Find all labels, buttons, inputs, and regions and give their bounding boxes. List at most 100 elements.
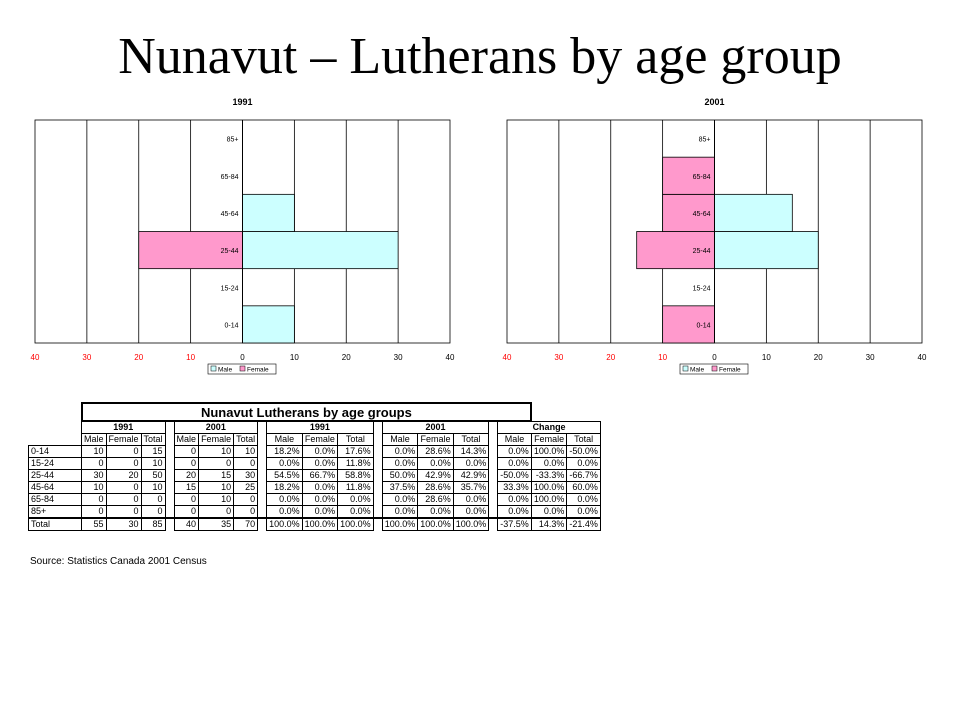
value-cell: 0	[173, 457, 200, 470]
category-label: 15-24	[693, 285, 711, 292]
value-cell: 0	[105, 481, 142, 494]
table-gap	[257, 517, 268, 531]
row-label: 85+	[28, 505, 82, 519]
table-row: 45-64 10 0 10 15 10 25 18.2% 0.0% 11.8% 37.5% 28.6%…	[28, 481, 601, 494]
value-cell: 15	[173, 481, 200, 494]
source-note: Source: Statistics Canada 2001 Census	[30, 556, 207, 567]
value-cell: 0.0%	[381, 493, 419, 506]
value-cell: -37.5%	[497, 517, 532, 531]
value-cell: -21.4%	[566, 517, 601, 531]
legend-label-male: Male	[690, 367, 704, 374]
row-label: 25-44	[28, 469, 82, 482]
value-cell: 0.0%	[381, 505, 419, 519]
value-cell: 42.9%	[452, 469, 490, 482]
value-cell: 0	[173, 493, 200, 506]
value-cell: 0	[233, 493, 259, 506]
table-gap	[257, 505, 268, 518]
column-header: Female	[417, 433, 454, 446]
table-gap	[164, 445, 175, 458]
value-cell: 0	[233, 505, 259, 519]
value-cell: 0.0%	[266, 505, 303, 519]
value-cell: 0.0%	[301, 493, 339, 506]
bar-male-0-14	[242, 305, 295, 344]
value-cell: 30	[105, 517, 142, 531]
value-cell: 0.0%	[497, 493, 532, 506]
value-cell: 0.0%	[301, 481, 339, 494]
value-cell: 0	[140, 505, 166, 519]
value-cell: 40	[173, 517, 200, 531]
value-cell: 10	[198, 481, 235, 494]
category-label: 85+	[699, 137, 711, 144]
value-cell: 0	[105, 457, 142, 470]
table-blank-cell	[29, 434, 82, 446]
table-gap	[257, 469, 268, 482]
x-tick-label: 40	[446, 353, 455, 362]
legend-label-male: Male	[218, 367, 232, 374]
bar-male-25-44	[242, 231, 399, 270]
category-label: 15-24	[221, 285, 239, 292]
legend-swatch-female	[239, 365, 246, 372]
value-cell: 100.0%	[452, 517, 490, 531]
value-cell: 20	[105, 469, 142, 482]
value-cell: 0.0%	[452, 505, 490, 519]
column-header: Male	[497, 433, 532, 446]
group-header: 2001	[173, 420, 259, 434]
value-cell: 0.0%	[497, 445, 532, 458]
table-gap	[257, 493, 268, 506]
value-cell: 0.0%	[381, 445, 419, 458]
column-header: Total	[566, 433, 601, 446]
table-gap	[164, 481, 175, 494]
value-cell: 0.0%	[566, 457, 601, 470]
value-cell: 0.0%	[301, 445, 339, 458]
value-cell: 100.0%	[337, 517, 374, 531]
value-cell: 0.0%	[452, 493, 490, 506]
category-label: 0-14	[696, 322, 710, 329]
x-tick-label: 20	[606, 353, 615, 362]
value-cell: 0	[173, 445, 200, 458]
table-gap	[372, 433, 383, 446]
bar-male-25-44	[714, 231, 819, 270]
value-cell: 100.0%	[266, 517, 303, 531]
table-gap	[488, 421, 499, 434]
table-gap	[488, 493, 499, 506]
table-title-row: Nunavut Lutherans by age groups	[29, 402, 601, 422]
value-cell: 10	[81, 445, 107, 458]
summary-table-container: Nunavut Lutherans by age groups 1991 2001 1…	[28, 402, 601, 531]
table-row: 0-14 10 0 15 0 10 10 18.2% 0.0% 17.6% 0.0% 28.6% 14.…	[28, 445, 601, 458]
table-gap	[257, 457, 268, 470]
table-gap	[372, 481, 383, 494]
x-tick-label: 10	[658, 353, 667, 362]
x-tick-label: 10	[290, 353, 299, 362]
category-label: 0-14	[224, 322, 238, 329]
bar-male-45-64	[242, 193, 295, 232]
x-tick-label: 20	[134, 353, 143, 362]
legend-label-female: Female	[719, 367, 741, 374]
value-cell: 14.3%	[530, 517, 568, 531]
value-cell: 55	[81, 517, 107, 531]
value-cell: 10	[140, 481, 166, 494]
value-cell: 100.0%	[530, 445, 568, 458]
value-cell: 11.8%	[337, 457, 374, 470]
table-column-row: Male Female Total Male Female Total Male Female…	[29, 433, 601, 446]
table-gap	[488, 517, 499, 531]
table-row: 25-44 30 20 50 20 15 30 54.5% 66.7% 58.8% 50.0% 42.…	[28, 469, 601, 482]
value-cell: 11.8%	[337, 481, 374, 494]
table-gap	[164, 493, 175, 506]
table-row: 65-84 0 0 0 0 10 0 0.0% 0.0% 0.0% 0.0% 28.6% 0.0% 0.0…	[28, 493, 601, 506]
value-cell: 58.8%	[337, 469, 374, 482]
value-cell: 17.6%	[337, 445, 374, 458]
value-cell: 100.0%	[301, 517, 339, 531]
value-cell: 0	[198, 457, 235, 470]
table-title: Nunavut Lutherans by age groups	[80, 402, 533, 422]
page-title: Nunavut – Lutherans by age group	[118, 28, 842, 85]
table-gap	[488, 433, 499, 446]
value-cell: 0.0%	[452, 457, 490, 470]
value-cell: 0	[140, 493, 166, 506]
value-cell: 10	[140, 457, 166, 470]
value-cell: 20	[173, 469, 200, 482]
value-cell: 100.0%	[530, 481, 568, 494]
value-cell: 35	[198, 517, 235, 531]
category-label: 85+	[227, 137, 239, 144]
value-cell: 18.2%	[266, 481, 303, 494]
value-cell: 37.5%	[381, 481, 419, 494]
